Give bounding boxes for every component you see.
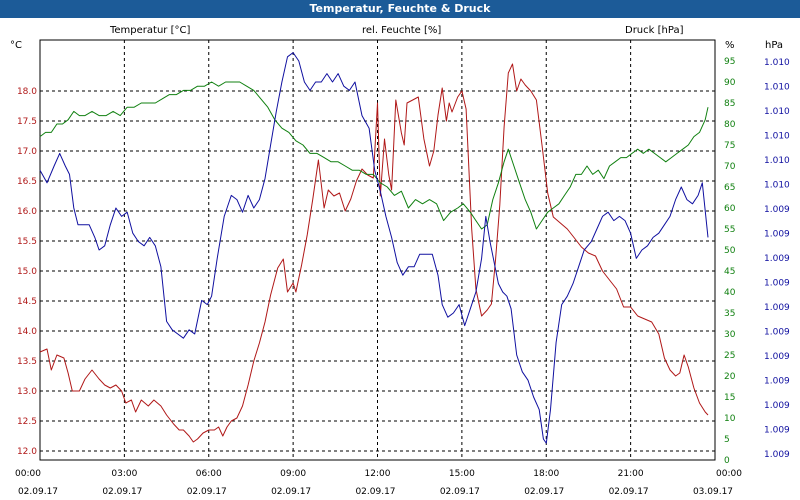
x-tick-date: 02.09.17 [440,487,480,497]
humidity-axis-ticks: 0 5 10 15 20 25 30 35 40 45 50 55 60 65 70 75 80 85 90 95 [724,57,736,466]
pressure-tick: 1.009 [764,230,790,240]
temperature-tick: 12.5 [17,417,37,427]
x-tick-time: 12:00 [365,469,391,479]
humidity-tick: 5 [724,435,730,445]
humidity-tick: 80 [724,120,736,130]
x-tick-date: 02.09.17 [355,487,395,497]
x-tick-time: 03:00 [111,469,137,479]
temperature-tick: 12.0 [17,447,37,457]
humidity-tick: 95 [724,57,735,67]
humidity-tick: 35 [724,309,735,319]
pressure-unit-label: hPa [765,40,783,51]
temperature-tick: 16.5 [17,177,37,187]
chart-title: Temperatur, Feuchte & Druck [0,0,800,18]
humidity-tick: 55 [724,225,735,235]
x-tick-date: 02.09.17 [524,487,564,497]
temperature-tick: 14.0 [17,327,37,337]
temperature-unit-label: °C [10,40,22,51]
pressure-axis-ticks: 1.009 1.009 1.009 1.009 1.009 1.009 1.009 1.009… [764,58,790,460]
time-axis-ticks: 00:00 02.09.17 03:00 02.09.17 06:00 02.09.17 0… [15,469,742,497]
humidity-tick: 90 [724,78,736,88]
temperature-tick: 17.5 [17,117,37,127]
x-tick-date: 02.09.17 [102,487,142,497]
pressure-tick: 1.009 [764,279,790,289]
temperature-tick: 13.5 [17,357,37,367]
x-tick-time: 00:00 [15,469,41,479]
humidity-tick: 85 [724,99,735,109]
temperature-axis-title: Temperatur [°C] [109,25,190,36]
humidity-tick: 75 [724,141,735,151]
pressure-tick: 1.009 [764,401,790,411]
pressure-tick: 1.009 [764,377,790,387]
x-tick-time: 00:00 [716,469,742,479]
temperature-tick: 15.5 [17,237,37,247]
pressure-tick: 1.010 [764,156,790,166]
temperature-tick: 15.0 [17,267,37,277]
temperature-series-line [39,63,709,443]
temperature-axis-ticks: 12.0 12.5 13.0 13.5 14.0 14.5 15.0 15.5 16.0 16.5… [17,87,37,457]
x-tick-date: 02.09.17 [609,487,649,497]
humidity-tick: 25 [724,351,735,361]
humidity-tick: 40 [724,288,736,298]
x-tick-time: 09:00 [280,469,306,479]
pressure-tick: 1.009 [764,205,790,215]
temperature-tick: 14.5 [17,297,37,307]
temperature-tick: 13.0 [17,387,37,397]
pressure-tick: 1.009 [764,303,790,313]
humidity-tick: 0 [724,456,730,466]
humidity-unit-label: % [725,40,735,51]
humidity-tick: 15 [724,393,735,403]
pressure-tick: 1.010 [764,58,790,68]
pressure-tick: 1.010 [764,83,790,93]
pressure-tick: 1.009 [764,328,790,338]
pressure-series-line [39,52,709,444]
temperature-tick: 17.0 [17,147,37,157]
x-tick-date: 02.09.17 [187,487,227,497]
pressure-tick: 1.009 [764,352,790,362]
humidity-tick: 65 [724,183,735,193]
humidity-tick: 50 [724,246,736,256]
x-tick-date: 02.09.17 [271,487,311,497]
temperature-tick: 18.0 [17,87,37,97]
x-tick-date: 03.09.17 [693,487,733,497]
humidity-tick: 30 [724,330,736,340]
humidity-tick: 70 [724,162,736,172]
pressure-tick: 1.010 [764,132,790,142]
pressure-tick: 1.009 [764,450,790,460]
pressure-tick: 1.009 [764,254,790,264]
temperature-tick: 16.0 [17,207,37,217]
series-layer [39,52,709,444]
pressure-tick: 1.010 [764,181,790,191]
plot-frame [39,39,716,461]
humidity-tick: 10 [724,414,736,424]
x-tick-time: 15:00 [449,469,475,479]
pressure-axis-title: Druck [hPa] [625,25,684,36]
humidity-tick: 20 [724,372,736,382]
pressure-tick: 1.009 [764,426,790,436]
humidity-axis-title: rel. Feuchte [%] [362,25,441,36]
x-tick-time: 21:00 [618,469,644,479]
x-tick-date: 02.09.17 [18,487,58,497]
x-tick-time: 18:00 [533,469,559,479]
pressure-tick: 1.010 [764,107,790,117]
humidity-tick: 60 [724,204,736,214]
x-tick-time: 06:00 [196,469,222,479]
humidity-tick: 45 [724,267,735,277]
humidity-series-line [39,81,709,230]
